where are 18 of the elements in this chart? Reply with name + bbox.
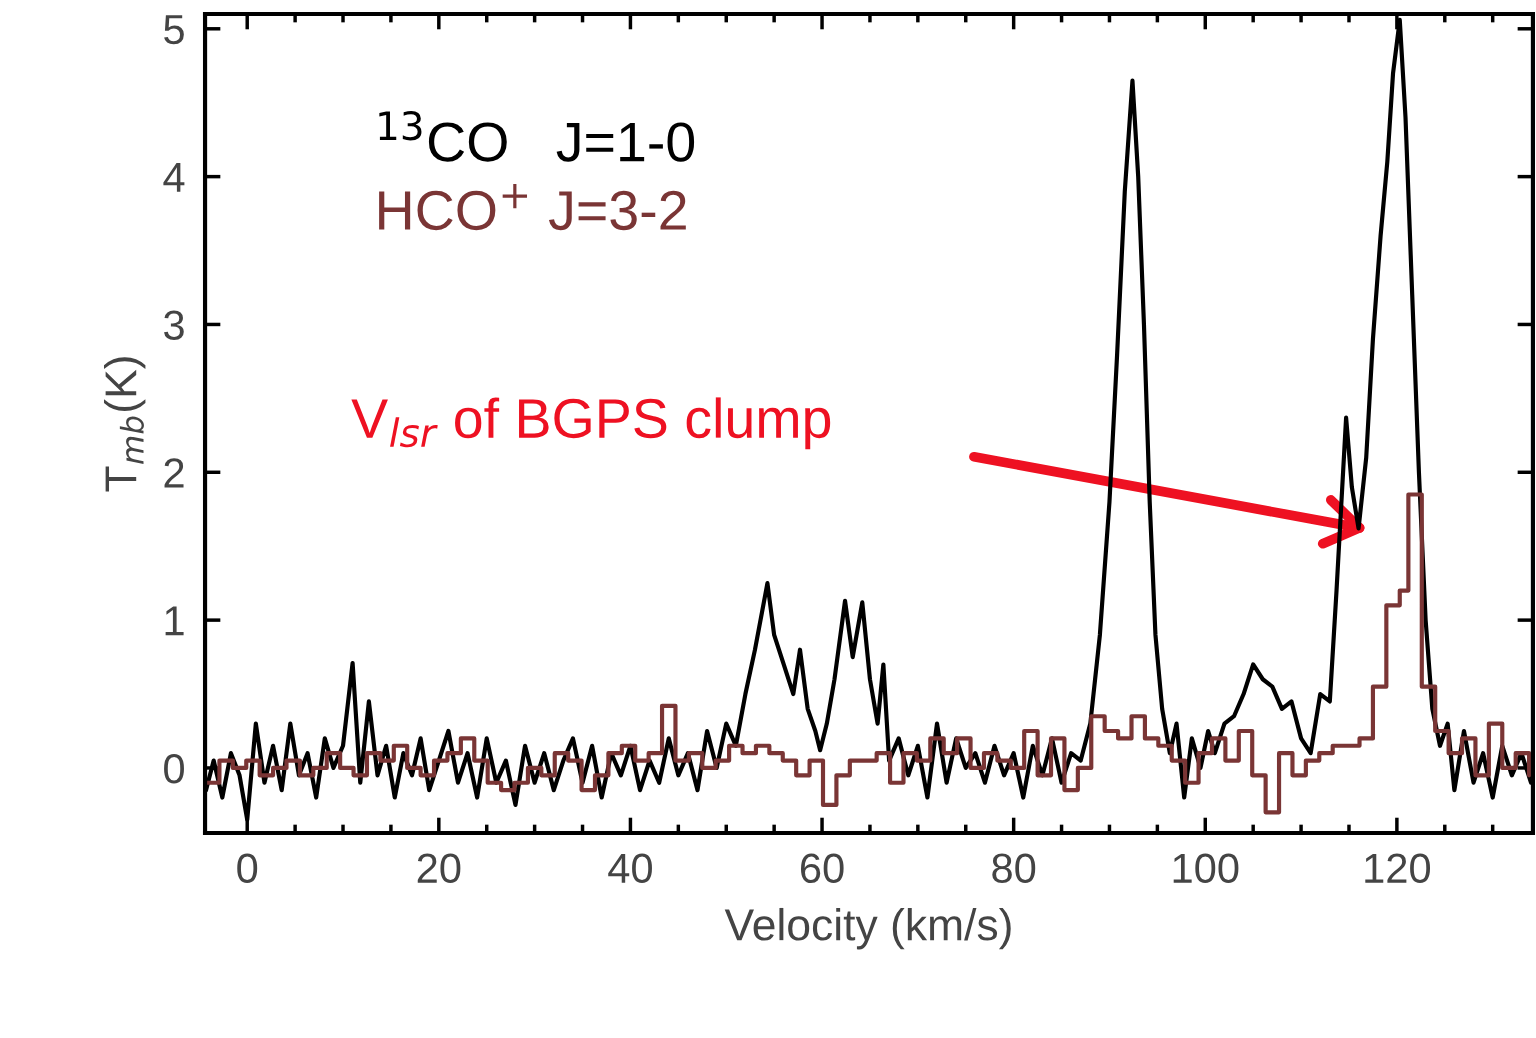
x-tick-label: 60 — [800, 853, 844, 884]
y-axis-title: T$_{mb}$(K) — [104, 357, 146, 492]
x-axis-title: Velocity (km/s) — [724, 907, 1011, 950]
y-tick-label: 0 — [164, 753, 184, 784]
x-tick-label: 20 — [417, 853, 461, 884]
y-tick-label: 1 — [165, 606, 184, 636]
text: $^{13}$CO J=1-0 — [379, 111, 695, 162]
x-tick-label: 100 — [1173, 853, 1239, 884]
x-tick-label: 40 — [608, 853, 652, 884]
y-tick-label: 3 — [164, 310, 184, 340]
annotation: V$_{lsr}$ of BGPS clump — [351, 397, 831, 450]
text: HCO$^{+}$ J=3-2 — [379, 183, 686, 231]
y-tick-label: 5 — [164, 15, 184, 45]
x-tick-label: 0 — [237, 853, 258, 884]
x-tick-label: 80 — [992, 853, 1036, 884]
y-tick-label: 2 — [164, 458, 184, 488]
x-tick-label: 120 — [1365, 853, 1431, 884]
y-tick-label: 4 — [163, 163, 185, 192]
